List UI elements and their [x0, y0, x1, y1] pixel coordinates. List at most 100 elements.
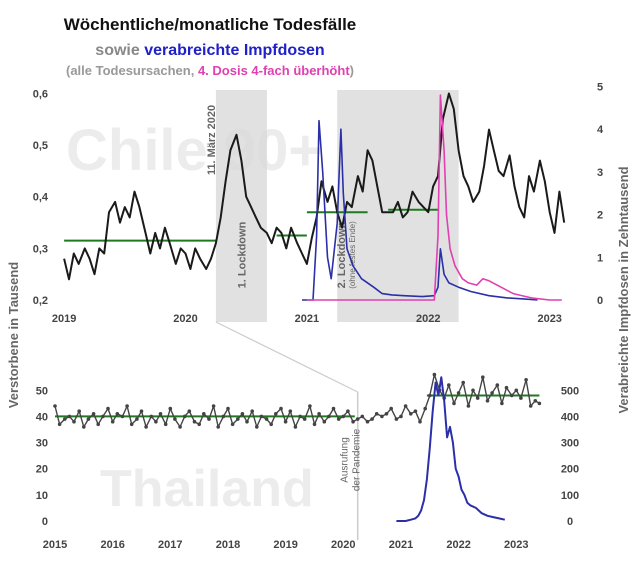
thailand-deaths-point [254, 425, 259, 429]
thailand-deaths-point [96, 422, 100, 427]
thailand-deaths-point [389, 406, 394, 411]
chile-y-right-tick: 2 [597, 210, 603, 222]
thailand-x-tick: 2016 [100, 539, 124, 551]
thailand-deaths-point [322, 419, 327, 424]
thailand-deaths-point [524, 378, 528, 382]
thailand-y-left-tick: 50 [36, 385, 48, 397]
pandemic-annotation-line1: Ausrufung [340, 437, 351, 483]
thailand-deaths-point [173, 417, 177, 421]
thailand-deaths-point [327, 414, 331, 419]
title-line3-pink: 4. Dosis 4-fach überhöht [198, 63, 350, 78]
thailand-deaths-point [288, 409, 293, 414]
thailand-deaths-point [53, 404, 57, 408]
lockdown-1-label: 1. Lockdown [236, 221, 248, 288]
right-axis-label: Verabreichte Impfdosen in Zehntausend [616, 166, 631, 413]
thailand-deaths-point [495, 383, 500, 387]
thailand-deaths-point [413, 409, 418, 414]
thailand-deaths-point [514, 388, 519, 393]
thailand-deaths-point [63, 417, 67, 421]
thailand-deaths-point [197, 422, 201, 427]
title-line3-close: ) [350, 63, 354, 78]
thailand-deaths-point [226, 406, 230, 411]
thailand-deaths-point [528, 404, 533, 408]
thailand-deaths-point [466, 404, 471, 408]
thailand-deaths-point [110, 419, 115, 424]
thailand-y-left-tick: 20 [36, 464, 48, 476]
thailand-y-left-tick: 30 [36, 438, 48, 450]
thailand-x-tick: 2022 [446, 539, 470, 551]
thailand-deaths-point [399, 414, 403, 419]
thailand-deaths-point [163, 422, 168, 427]
thailand-y-right-tick: 200 [561, 464, 579, 476]
thailand-deaths-point [221, 414, 226, 419]
thailand-deaths-point [245, 419, 249, 424]
title-line3-open: (alle Todesursachen, [66, 63, 198, 78]
thailand-deaths-point [259, 414, 264, 419]
chile-y-left-tick: 0,6 [33, 89, 48, 101]
thailand-deaths-point [283, 419, 288, 424]
chile-y-right-tick: 5 [597, 82, 603, 94]
thailand-x-tick: 2017 [158, 539, 182, 551]
thailand-deaths-point [418, 419, 422, 424]
thailand-deaths-point [374, 412, 379, 416]
chile-x-tick: 2020 [173, 313, 197, 325]
thailand-deaths-point [230, 422, 235, 427]
thailand-y-left-tick: 10 [36, 490, 48, 502]
thailand-deaths-point [298, 414, 302, 419]
thailand-x-tick: 2018 [216, 539, 240, 551]
thailand-deaths-point [537, 401, 542, 406]
thailand-deaths-point [365, 419, 370, 424]
thailand-deaths-point [207, 417, 211, 421]
thailand-deaths-point [485, 399, 490, 403]
thailand-deaths-point [471, 388, 475, 393]
thailand-x-tick: 2020 [331, 539, 355, 551]
thailand-deaths-point [409, 412, 413, 416]
thailand-y-right-tick: 100 [561, 490, 579, 502]
thailand-deaths-point [57, 422, 62, 427]
thailand-deaths-point [236, 417, 240, 421]
chile-watermark: Chile 90+ [66, 118, 322, 183]
thailand-deaths-point [403, 404, 408, 408]
thailand-deaths-point [312, 422, 317, 427]
thailand-deaths-point [509, 393, 514, 398]
title-line2-highlight: verabreichte Impfdosen [144, 42, 325, 59]
thailand-deaths-point [461, 380, 466, 385]
thailand-deaths-point [178, 425, 182, 429]
thailand-x-tick: 2023 [504, 539, 528, 551]
chile-y-left-tick: 0,5 [33, 140, 48, 152]
thailand-x-tick: 2019 [273, 539, 297, 551]
thailand-deaths-point [317, 412, 321, 416]
thailand-deaths-point [91, 412, 96, 416]
pandemic-annotation-line2: der Pandemie [352, 428, 363, 491]
thailand-panel: Thailand Ausrufung der Pandemie [100, 392, 363, 540]
title-line2-prefix: sowie [95, 42, 144, 59]
thailand-deaths-point [202, 412, 206, 416]
thailand-y-right-tick: 300 [561, 438, 579, 450]
thailand-deaths-point [481, 375, 485, 380]
lockdown-2-label: 2. Lockdown [336, 221, 348, 288]
thailand-deaths-point [187, 409, 192, 414]
chile-doses-line [302, 119, 538, 301]
thailand-deaths-point [144, 425, 148, 429]
lockdown-1-shading [215, 90, 267, 322]
thailand-deaths-point [360, 414, 365, 419]
thailand-deaths-point [452, 401, 456, 406]
thailand-deaths-point [216, 425, 220, 429]
thailand-x-tick: 2015 [43, 539, 67, 551]
left-axis-label: Verstorbene in Tausend [6, 262, 21, 408]
thailand-deaths-point [331, 406, 336, 411]
chart-title-line3: (alle Todesursachen, 4. Dosis 4-fach übe… [66, 63, 354, 78]
panel-connector-line [215, 321, 358, 393]
thailand-deaths-point [269, 422, 274, 427]
chile-deaths-line [63, 92, 566, 281]
thailand-deaths-point [490, 391, 494, 395]
thailand-deaths-point [293, 425, 298, 429]
thailand-deaths-point [125, 404, 129, 408]
thailand-deaths-point [341, 414, 346, 419]
thailand-deaths-point [72, 419, 76, 424]
thailand-deaths-point [101, 414, 105, 419]
thailand-deaths-point [447, 383, 451, 387]
chile-y-left-tick: 0,4 [33, 192, 49, 204]
thailand-doses-line [396, 376, 506, 522]
